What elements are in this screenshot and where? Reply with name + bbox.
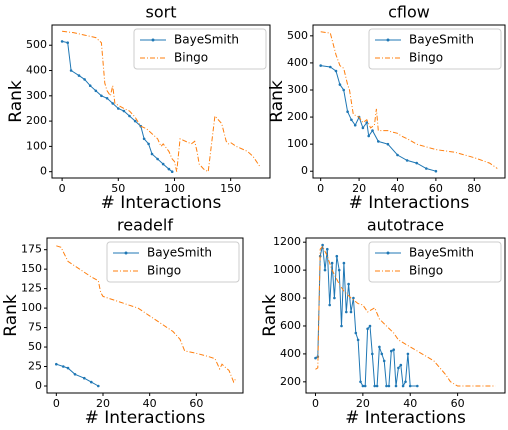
panel-title: readelf xyxy=(117,216,173,235)
y-tick-label: 100 xyxy=(26,139,47,152)
x-tick-label: 80 xyxy=(467,182,481,195)
x-axis-label: # Interactions xyxy=(345,408,466,428)
legend-label: BayeSmith xyxy=(147,246,212,260)
y-tick-label: 400 xyxy=(280,347,301,360)
panel-title: autotrace xyxy=(367,216,444,235)
x-tick-label: 0 xyxy=(317,182,324,195)
y-tick-label: 200 xyxy=(287,110,308,123)
x-tick-label: 0 xyxy=(59,182,66,195)
y-tick-label: 300 xyxy=(26,89,47,102)
y-tick-label: 0 xyxy=(301,164,308,177)
y-tick-label: 0 xyxy=(35,379,42,392)
y-axis-label: Rank xyxy=(6,80,26,123)
y-axis-label: Rank xyxy=(1,294,21,337)
legend-box xyxy=(106,241,240,283)
y-tick-label: 800 xyxy=(280,291,301,304)
y-tick-label: 1000 xyxy=(273,263,301,276)
legend-label: Bingo xyxy=(174,51,208,65)
legend-box xyxy=(368,241,502,283)
y-tick-label: 100 xyxy=(287,137,308,150)
legend-label: Bingo xyxy=(409,51,443,65)
series-line xyxy=(62,30,261,173)
y-tick-label: 75 xyxy=(28,321,42,334)
y-tick-label: 175 xyxy=(21,243,42,256)
legend-label: BayeSmith xyxy=(409,246,474,260)
y-tick-label: 0 xyxy=(40,165,47,178)
plot-frame xyxy=(51,24,271,179)
x-tick-label: 60 xyxy=(189,397,203,410)
y-axis-label: Rank xyxy=(260,294,280,337)
legend-label: Bingo xyxy=(409,264,443,278)
x-tick-label: 100 xyxy=(164,182,185,195)
x-tick-label: 20 xyxy=(96,397,110,410)
x-tick-label: 60 xyxy=(451,397,465,410)
x-tick-label: 0 xyxy=(53,397,60,410)
panel-title: cflow xyxy=(388,3,430,22)
y-tick-label: 500 xyxy=(287,29,308,42)
panel-title: sort xyxy=(146,3,177,22)
y-tick-label: 400 xyxy=(26,64,47,77)
y-tick-label: 400 xyxy=(287,56,308,69)
y-tick-label: 125 xyxy=(21,282,42,295)
legend-label: BayeSmith xyxy=(174,33,239,47)
y-tick-label: 300 xyxy=(287,83,308,96)
x-tick-label: 20 xyxy=(356,397,370,410)
x-tick-label: 150 xyxy=(220,182,241,195)
series-line xyxy=(55,362,100,388)
y-tick-label: 25 xyxy=(28,360,42,373)
y-tick-label: 600 xyxy=(280,319,301,332)
y-tick-label: 200 xyxy=(26,114,47,127)
y-tick-label: 1200 xyxy=(273,235,301,248)
x-tick-label: 40 xyxy=(143,397,157,410)
plot-frame xyxy=(305,237,506,394)
y-tick-label: 150 xyxy=(21,262,42,275)
series-line xyxy=(60,40,174,173)
x-tick-label: 60 xyxy=(429,182,443,195)
y-tick-label: 100 xyxy=(21,301,42,314)
legend-box xyxy=(133,28,267,70)
legend-marker xyxy=(386,251,390,255)
x-axis-label: # Interactions xyxy=(349,193,470,213)
series-line xyxy=(56,245,237,384)
plot-frame xyxy=(46,237,244,394)
y-axis-label: Rank xyxy=(267,80,287,123)
series-line xyxy=(320,31,498,169)
x-tick-label: 20 xyxy=(352,182,366,195)
x-axis-label: # Interactions xyxy=(101,193,222,213)
series-line xyxy=(319,64,438,173)
x-tick-label: 0 xyxy=(312,397,319,410)
legend-label: Bingo xyxy=(147,264,181,278)
legend-box xyxy=(368,28,502,70)
x-tick-label: 40 xyxy=(403,397,417,410)
y-tick-label: 500 xyxy=(26,38,47,51)
x-tick-label: 50 xyxy=(111,182,125,195)
legend-marker xyxy=(386,38,390,42)
legend-label: BayeSmith xyxy=(409,33,474,47)
x-axis-label: # Interactions xyxy=(85,408,206,428)
x-tick-label: 40 xyxy=(390,182,404,195)
legend-marker xyxy=(151,38,155,42)
y-tick-label: 200 xyxy=(280,375,301,388)
y-tick-label: 50 xyxy=(28,340,42,353)
plot-frame xyxy=(312,24,506,179)
legend-marker xyxy=(124,251,128,255)
